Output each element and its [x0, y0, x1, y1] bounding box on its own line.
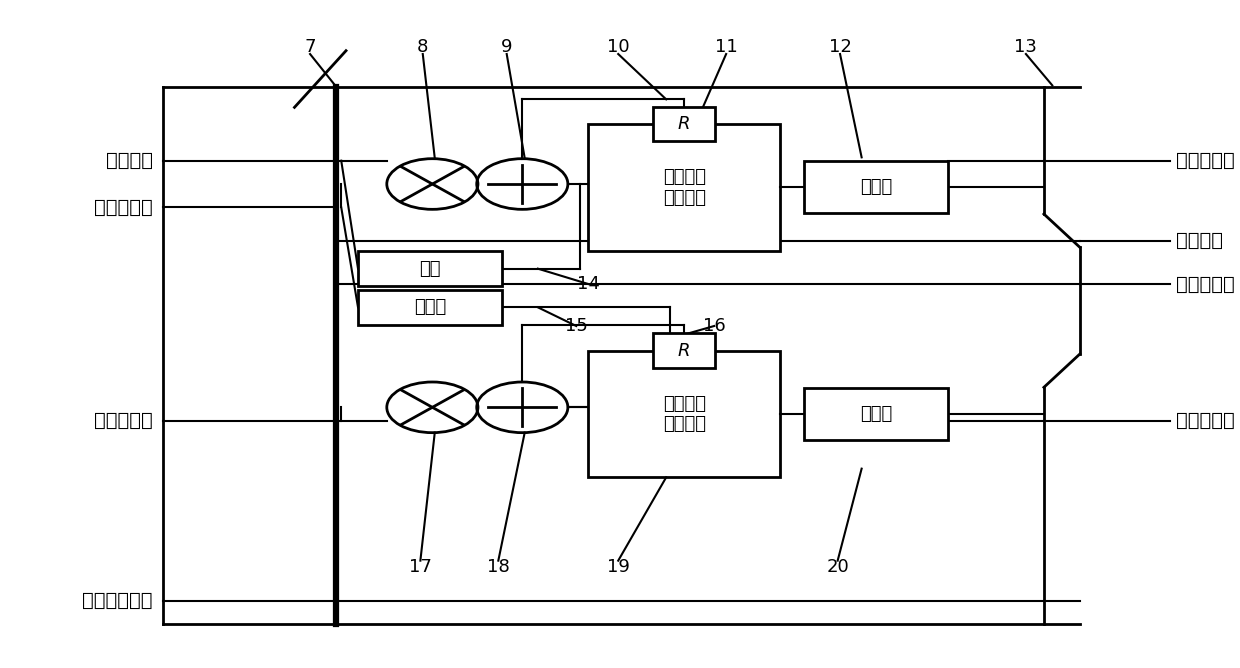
Text: 结果值暂
存寄存器: 结果值暂 存寄存器: [662, 395, 706, 434]
Text: 9: 9: [501, 38, 512, 56]
Text: 17: 17: [409, 558, 432, 576]
Text: 15: 15: [564, 317, 588, 335]
Text: 8: 8: [417, 38, 429, 56]
Bar: [588, 351, 780, 478]
Bar: [804, 388, 947, 440]
Bar: [653, 333, 715, 368]
Bar: [358, 251, 502, 286]
Text: R: R: [678, 115, 691, 133]
Bar: [588, 124, 780, 250]
Text: 19: 19: [606, 558, 630, 576]
Text: 中间值: 中间值: [859, 178, 892, 196]
Text: 中间值输入: 中间值输入: [94, 411, 153, 430]
Text: R: R: [678, 341, 691, 359]
Text: 20: 20: [826, 558, 849, 576]
Text: 13: 13: [1014, 38, 1038, 56]
Text: 结果值: 结果值: [859, 405, 892, 423]
Text: 残差值: 残差值: [414, 299, 446, 317]
Text: 10: 10: [606, 38, 630, 56]
Text: 16: 16: [703, 317, 725, 335]
Bar: [804, 162, 947, 213]
Bar: [358, 290, 502, 325]
Text: 12: 12: [828, 38, 852, 56]
Text: 11: 11: [714, 38, 738, 56]
Text: 系数输入: 系数输入: [105, 151, 153, 170]
Text: 7: 7: [304, 38, 316, 56]
Text: 18: 18: [487, 558, 510, 576]
Text: 中间值输出: 中间值输出: [1176, 151, 1235, 170]
Text: 系数输出: 系数输出: [1176, 231, 1223, 250]
Text: 结果值输出: 结果值输出: [1176, 411, 1235, 430]
Text: 残差值输入: 残差值输入: [94, 198, 153, 217]
Text: 中间值暂
存寄存器: 中间值暂 存寄存器: [662, 168, 706, 206]
Text: 14: 14: [577, 275, 600, 293]
Text: 残差值输出: 残差值输出: [1176, 275, 1235, 293]
Text: 计数信号输入: 计数信号输入: [83, 591, 153, 610]
Bar: [653, 107, 715, 142]
Text: 系数: 系数: [419, 260, 440, 278]
